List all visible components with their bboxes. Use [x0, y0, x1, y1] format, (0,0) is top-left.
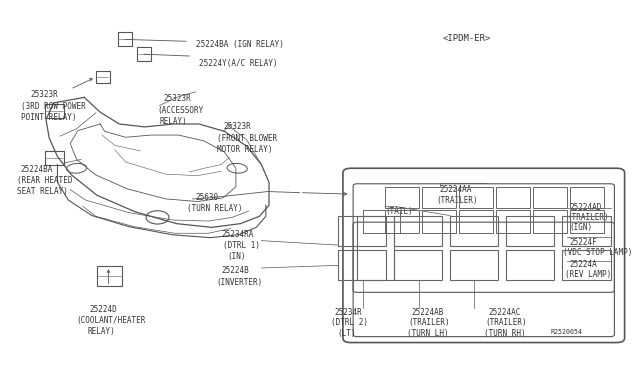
Bar [562, 215, 611, 246]
Text: 25224AA: 25224AA [440, 185, 472, 194]
Text: (TAIL): (TAIL) [385, 207, 413, 216]
Text: 25323R: 25323R [223, 122, 251, 131]
Bar [422, 211, 456, 233]
Bar [357, 215, 394, 280]
Text: (IN): (IN) [228, 252, 246, 261]
Text: (FRONT BLOWER: (FRONT BLOWER [217, 134, 277, 142]
Text: R2520054: R2520054 [550, 328, 582, 334]
Bar [450, 250, 499, 280]
Text: 25224AD: 25224AD [570, 203, 602, 212]
Text: POINT RELAY): POINT RELAY) [20, 113, 76, 122]
Text: 25323R: 25323R [30, 90, 58, 99]
Text: RELAY): RELAY) [159, 116, 187, 126]
Bar [118, 32, 132, 46]
Text: MOTOR RELAY): MOTOR RELAY) [217, 145, 272, 154]
Text: (DTRL 1): (DTRL 1) [223, 241, 260, 250]
Bar [450, 215, 499, 246]
Bar [394, 250, 442, 280]
Text: 25224BA (IGN RELAY): 25224BA (IGN RELAY) [196, 40, 284, 49]
Bar [533, 187, 567, 208]
Bar [97, 266, 122, 286]
Text: 25224Y(A/C RELAY): 25224Y(A/C RELAY) [199, 59, 278, 68]
Bar [562, 250, 611, 280]
Bar [570, 187, 604, 208]
Bar [459, 211, 493, 233]
Text: 25224A: 25224A [570, 260, 598, 269]
Text: 25630: 25630 [196, 193, 219, 202]
Bar [45, 105, 64, 118]
Text: (LT): (LT) [338, 328, 356, 337]
Bar [338, 215, 387, 246]
Bar [506, 215, 554, 246]
Bar [137, 47, 151, 61]
Bar [496, 187, 531, 208]
Text: 25224F: 25224F [570, 238, 598, 247]
Text: 25224D: 25224D [90, 305, 117, 314]
Text: (TRAILER): (TRAILER) [486, 318, 527, 327]
Text: (TRAILER): (TRAILER) [567, 213, 609, 222]
Text: 25224AC: 25224AC [489, 308, 521, 317]
Bar [496, 211, 531, 233]
Bar [385, 187, 419, 208]
Text: (TURN RELAY): (TURN RELAY) [188, 204, 243, 213]
Bar [394, 215, 442, 246]
Text: (REAR HEATED: (REAR HEATED [17, 176, 73, 185]
Text: 25224AB: 25224AB [411, 308, 444, 317]
Text: (INVERTER): (INVERTER) [217, 278, 263, 286]
Bar [570, 211, 604, 233]
Text: RELAY): RELAY) [88, 327, 115, 336]
Bar [338, 250, 387, 280]
Bar [96, 71, 109, 83]
Text: (ACCESSORY: (ACCESSORY [157, 106, 204, 115]
Text: (TRAILER): (TRAILER) [408, 318, 449, 327]
Text: (TRAILER): (TRAILER) [436, 196, 477, 205]
Text: SEAT RELAY): SEAT RELAY) [17, 187, 68, 196]
Bar [422, 187, 456, 208]
Text: 25234RA: 25234RA [221, 230, 253, 238]
Bar [45, 151, 64, 164]
Text: (IGN): (IGN) [570, 223, 593, 232]
Bar [459, 187, 493, 208]
Bar [385, 211, 419, 233]
Text: (DTRL 2): (DTRL 2) [332, 318, 369, 327]
Text: (REV LAMP): (REV LAMP) [565, 270, 612, 279]
Text: 25224BA: 25224BA [20, 164, 53, 174]
Text: 25234R: 25234R [334, 308, 362, 317]
Text: (TURN LH): (TURN LH) [406, 328, 448, 337]
Text: (VDC STOP LAMP): (VDC STOP LAMP) [563, 248, 633, 257]
Bar [364, 211, 400, 233]
Text: (COOLANT/HEATER: (COOLANT/HEATER [77, 316, 146, 325]
Bar [533, 211, 567, 233]
Text: (TURN RH): (TURN RH) [484, 328, 526, 337]
Text: (3RD ROW POWER: (3RD ROW POWER [20, 102, 85, 111]
Text: <IPDM-ER>: <IPDM-ER> [442, 34, 491, 43]
Text: 25323R: 25323R [164, 94, 191, 103]
Bar [506, 250, 554, 280]
Text: 25224B: 25224B [221, 266, 249, 276]
